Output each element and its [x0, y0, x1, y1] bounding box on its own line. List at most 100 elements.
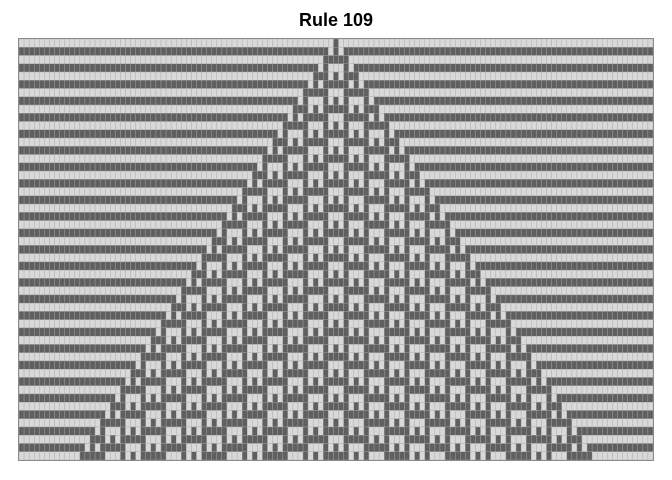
automaton-cell: [576, 344, 583, 353]
automaton-cell: [84, 80, 91, 89]
automaton-cell: [170, 311, 177, 320]
cellular-automaton-grid: [19, 39, 653, 460]
automaton-cell: [409, 63, 415, 73]
automaton-cell: [475, 104, 481, 114]
automaton-cell: [221, 269, 228, 279]
automaton-cell: [110, 294, 116, 304]
automaton-cell: [34, 302, 40, 312]
automaton-cell: [419, 360, 425, 370]
automaton-cell: [28, 236, 35, 246]
automaton-cell: [150, 96, 157, 106]
automaton-cell: [541, 187, 547, 197]
automaton-cell: [647, 286, 653, 296]
automaton-cell: [201, 39, 207, 48]
automaton-cell: [409, 195, 415, 205]
automaton-cell: [637, 121, 644, 131]
automaton-cell: [434, 269, 441, 279]
automaton-cell: [622, 170, 628, 180]
automaton-cell: [69, 311, 75, 320]
automaton-cell: [54, 154, 60, 164]
automaton-cell: [480, 261, 486, 271]
automaton-cell: [612, 71, 618, 81]
automaton-cell: [500, 195, 507, 205]
automaton-cell: [323, 162, 329, 172]
automaton-cell: [414, 47, 420, 56]
automaton-cell: [206, 179, 212, 188]
automaton-cell: [257, 294, 263, 304]
automaton-cell: [231, 286, 238, 296]
automaton-cell: [485, 121, 491, 131]
automaton-cell: [79, 170, 86, 180]
automaton-cell: [480, 335, 486, 345]
automaton-cell: [556, 47, 562, 56]
automaton-cell: [292, 294, 299, 304]
automaton-cell: [434, 327, 441, 337]
automaton-cell: [23, 352, 30, 362]
automaton-cell: [505, 129, 512, 139]
automaton-cell: [566, 88, 573, 97]
automaton-cell: [597, 311, 603, 320]
automaton-cell: [556, 335, 562, 345]
automaton-cell: [424, 88, 431, 97]
automaton-cell: [495, 88, 502, 97]
automaton-cell: [39, 88, 45, 97]
automaton-cell: [597, 269, 603, 279]
automaton-cell: [23, 203, 30, 213]
automaton-cell: [602, 113, 608, 122]
automaton-cell: [460, 104, 466, 114]
automaton-cell: [110, 302, 116, 312]
automaton-cell: [282, 286, 289, 296]
automaton-cell: [607, 360, 613, 370]
automaton-cell: [69, 195, 75, 205]
automaton-cell: [44, 269, 50, 279]
automaton-cell: [526, 179, 532, 188]
automaton-cell: [135, 170, 141, 180]
automaton-cell: [19, 96, 25, 106]
automaton-cell: [302, 335, 309, 345]
automaton-cell: [323, 154, 329, 164]
automaton-cell: [500, 179, 507, 188]
automaton-cell: [216, 96, 223, 106]
automaton-cell: [586, 220, 593, 230]
automaton-cell: [404, 360, 410, 370]
automaton-cell: [399, 104, 405, 114]
automaton-cell: [551, 360, 557, 370]
automaton-cell: [591, 47, 598, 56]
automaton-cell: [490, 88, 496, 97]
automaton-cell: [373, 121, 380, 131]
automaton-cell: [206, 302, 212, 312]
automaton-cell: [581, 39, 588, 48]
automaton-cell: [201, 245, 207, 254]
automaton-cell: [297, 129, 304, 139]
automaton-cell: [135, 360, 141, 370]
automaton-cell: [536, 228, 542, 238]
automaton-cell: [480, 80, 486, 89]
automaton-cell: [120, 261, 126, 271]
automaton-cell: [419, 154, 425, 164]
automaton-cell: [312, 195, 319, 205]
automaton-cell: [54, 187, 60, 197]
automaton-cell: [353, 261, 360, 271]
automaton-cell: [581, 96, 588, 106]
automaton-cell: [571, 47, 578, 56]
automaton-cell: [34, 195, 40, 205]
automaton-cell: [44, 327, 50, 337]
automaton-cell: [160, 104, 167, 114]
automaton-cell: [627, 39, 633, 48]
automaton-cell: [211, 294, 218, 304]
automaton-cell: [307, 162, 314, 172]
automaton-cell: [236, 352, 243, 362]
automaton-cell: [500, 269, 507, 279]
automaton-cell: [181, 170, 187, 180]
automaton-cell: [105, 311, 111, 320]
automaton-cell: [125, 170, 131, 180]
automaton-cell: [389, 63, 395, 73]
automaton-cell: [110, 228, 116, 238]
automaton-cell: [368, 302, 375, 312]
automaton-cell: [409, 47, 415, 56]
automaton-cell: [531, 212, 537, 221]
automaton-cell: [226, 245, 233, 254]
automaton-cell: [561, 319, 567, 329]
automaton-cell: [368, 236, 375, 246]
automaton-cell: [44, 39, 50, 48]
